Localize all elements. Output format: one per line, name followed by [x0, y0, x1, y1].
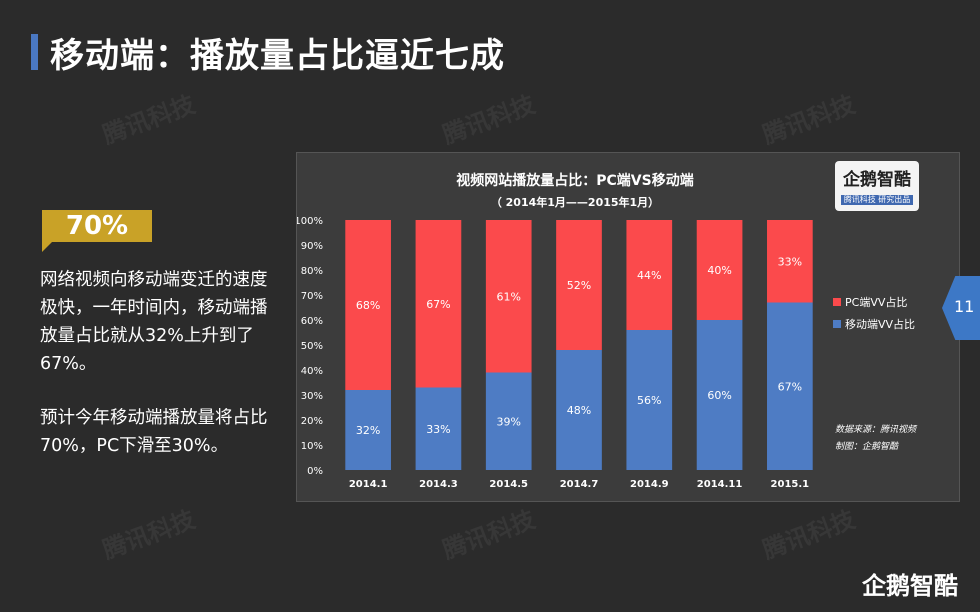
- y-tick-label: 80%: [301, 266, 323, 277]
- page-title: 移动端：播放量占比逼近七成: [50, 36, 505, 76]
- x-tick-label: 2014.9: [630, 479, 669, 490]
- description-paragraph: 网络视频向移动端变迁的速度极快，一年时间内，移动端播放量占比就从32%上升到了6…: [40, 270, 268, 374]
- bar-mobile: [626, 330, 673, 470]
- watermark: 腾讯科技: [758, 90, 859, 150]
- y-tick-label: 70%: [301, 291, 323, 302]
- x-tick-label: 2014.7: [560, 479, 599, 490]
- y-tick-label: 60%: [301, 316, 323, 327]
- x-tick-label: 2015.1: [771, 479, 810, 490]
- bar-mobile: [345, 390, 391, 470]
- y-tick-label: 90%: [301, 241, 323, 252]
- legend-label-pc: PC端VV占比: [845, 295, 907, 309]
- data-label-pc: 44%: [637, 269, 661, 282]
- bar-pc: [556, 220, 602, 350]
- y-tick-label: 50%: [301, 341, 323, 352]
- watermark: 腾讯科技: [438, 505, 539, 565]
- logo-subtext: 腾讯科技 研究出品: [841, 195, 913, 205]
- bar-pc: [696, 220, 743, 320]
- x-tick-label: 2014.5: [489, 479, 528, 490]
- bar-pc: [415, 220, 462, 388]
- x-tick-label: 2014.3: [419, 479, 458, 490]
- data-label-mobile: 56%: [637, 394, 661, 407]
- legend-swatch-pc: [833, 298, 841, 306]
- data-label-pc: 40%: [707, 264, 731, 277]
- y-tick-label: 10%: [301, 441, 323, 452]
- data-label-pc: 67%: [426, 298, 450, 311]
- watermark: 腾讯科技: [438, 90, 539, 150]
- legend-swatch-mobile: [833, 320, 841, 328]
- legend-label-mobile: 移动端VV占比: [845, 317, 915, 331]
- maker-note: 制图：企鹅智酷: [835, 441, 899, 452]
- source-note: 数据来源：腾讯视频: [835, 424, 918, 435]
- y-tick-label: 100%: [297, 216, 323, 227]
- bar-mobile: [556, 350, 602, 470]
- data-label-pc: 33%: [778, 255, 802, 268]
- y-tick-label: 30%: [301, 391, 323, 402]
- data-label-pc: 68%: [356, 299, 380, 312]
- data-label-mobile: 32%: [356, 424, 380, 437]
- chart-title: 视频网站播放量占比：PC端VS移动端: [456, 172, 693, 189]
- badge-tail: [42, 242, 52, 252]
- watermark: 腾讯科技: [98, 90, 199, 150]
- data-label-pc: 61%: [496, 290, 520, 303]
- title-accent-bar: [31, 34, 38, 70]
- bar-pc: [626, 220, 673, 330]
- bar-pc: [485, 220, 532, 373]
- x-tick-label: 2014.11: [697, 479, 743, 490]
- logo-text: 企鹅智酷: [843, 170, 911, 190]
- y-tick-label: 20%: [301, 416, 323, 427]
- forecast-paragraph: 预计今年移动端播放量将占比70%，PC下滑至30%。: [40, 408, 268, 456]
- stacked-bar-chart: 视频网站播放量占比：PC端VS移动端 （ 2014年1月——2015年1月） 0% 1…: [297, 172, 918, 490]
- data-label-mobile: 60%: [707, 389, 731, 402]
- bar-mobile: [485, 372, 532, 470]
- logo-badge: 企鹅智酷 腾讯科技 研究出品: [835, 161, 919, 211]
- y-tick-label: 0%: [307, 466, 323, 477]
- data-label-mobile: 67%: [778, 380, 802, 393]
- data-label-mobile: 39%: [496, 415, 520, 428]
- highlight-badge: 70%: [42, 210, 152, 242]
- bar-mobile: [696, 320, 743, 470]
- bar-mobile: [767, 302, 813, 470]
- data-label-pc: 52%: [567, 279, 591, 292]
- watermark: 腾讯科技: [758, 505, 859, 565]
- x-tick-label: 2014.1: [349, 479, 388, 490]
- chart-panel: 视频网站播放量占比：PC端VS移动端 （ 2014年1月——2015年1月） 0% 1…: [296, 152, 960, 502]
- footer-logo: 企鹅智酷: [862, 572, 958, 600]
- bar-pc: [345, 220, 391, 390]
- chart-subtitle: （ 2014年1月——2015年1月）: [491, 195, 659, 209]
- bar-mobile: [415, 387, 462, 470]
- bar-pc: [767, 220, 813, 303]
- data-label-mobile: 33%: [426, 423, 450, 436]
- y-tick-label: 40%: [301, 366, 323, 377]
- data-label-mobile: 48%: [567, 404, 591, 417]
- page-number: 11: [954, 297, 975, 316]
- watermark: 腾讯科技: [98, 505, 199, 565]
